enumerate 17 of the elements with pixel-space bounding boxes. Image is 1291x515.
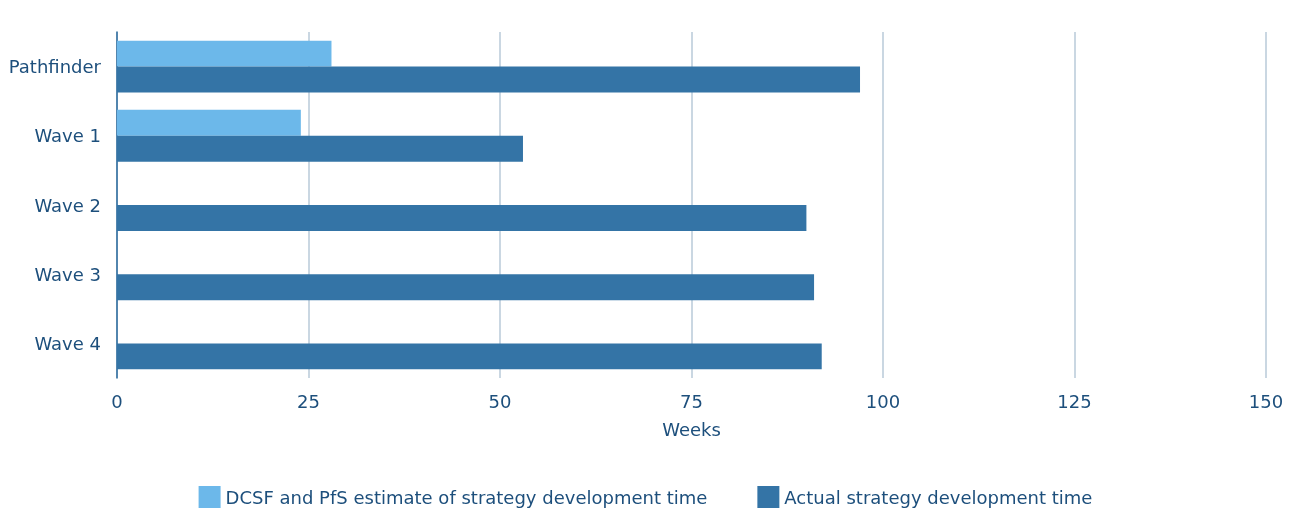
x-tick-label: 125 [1057,390,1092,412]
y-tick-label: Wave 4 [34,332,101,354]
bar [117,109,301,136]
x-tick-label: 50 [488,390,512,412]
x-tick-label: 25 [297,390,320,412]
y-tick-label: Wave 3 [34,263,101,285]
x-tick-label: 100 [865,390,901,412]
x-tick-label: 150 [1248,390,1284,412]
y-tick-label: Wave 1 [34,125,101,147]
x-tick-label: 0 [111,390,123,412]
legend-label: Actual strategy development time [784,486,1093,508]
x-axis-title: Weeks [662,418,721,440]
bar [117,40,332,67]
y-tick-label: Wave 2 [34,194,101,216]
x-tick-label: 75 [680,390,703,412]
y-tick-label: Pathfinder [8,56,102,78]
legend-label: DCSF and PfS estimate of strategy development time [225,486,708,508]
